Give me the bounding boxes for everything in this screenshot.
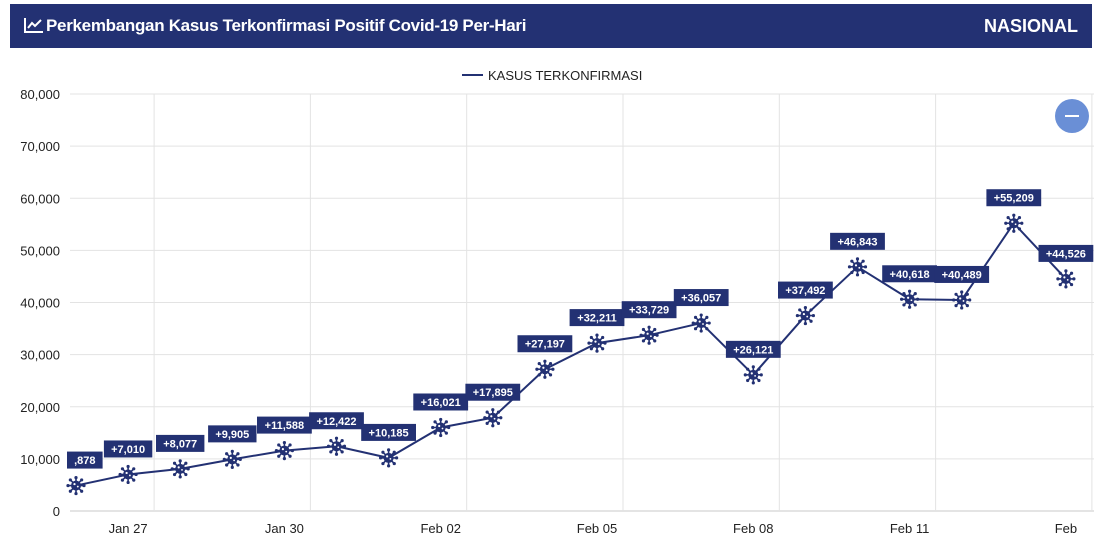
data-label-box bbox=[778, 281, 833, 299]
data-label: +8,077 bbox=[163, 438, 197, 450]
data-label: +55,209 bbox=[994, 193, 1034, 205]
data-label: +16,021 bbox=[421, 397, 461, 409]
data-label-box bbox=[517, 335, 573, 353]
line-chart-icon bbox=[24, 18, 43, 33]
data-label: +7,010 bbox=[111, 444, 145, 456]
y-tick-label: 0 bbox=[53, 504, 60, 519]
y-tick-label: 40,000 bbox=[20, 296, 60, 311]
virus-marker-icon[interactable] bbox=[326, 436, 347, 456]
data-label-box bbox=[986, 189, 1042, 207]
data-label: +12,422 bbox=[316, 416, 356, 428]
data-label-box bbox=[725, 340, 781, 358]
data-label-box bbox=[934, 265, 990, 283]
x-tick-label: Feb 05 bbox=[577, 521, 617, 536]
data-label-box bbox=[103, 440, 153, 458]
data-label-box bbox=[361, 423, 416, 441]
data-label: +27,197 bbox=[525, 339, 565, 351]
chart-header: Perkembangan Kasus Terkonfirmasi Positif… bbox=[10, 4, 1092, 48]
data-label: +33,729 bbox=[629, 305, 669, 317]
zoom-out-button[interactable] bbox=[1055, 99, 1089, 133]
y-tick-label: 50,000 bbox=[20, 243, 60, 258]
virus-marker-icon[interactable] bbox=[66, 475, 86, 496]
data-label: +10,185 bbox=[369, 427, 409, 439]
data-label-box bbox=[1038, 244, 1094, 262]
chart-title: Perkembangan Kasus Terkonfirmasi Positif… bbox=[46, 16, 527, 35]
x-tick-label: Feb 08 bbox=[733, 521, 773, 536]
data-label: ,878 bbox=[74, 455, 95, 467]
virus-marker-icon[interactable] bbox=[743, 365, 763, 385]
virus-marker-icon[interactable] bbox=[274, 440, 294, 461]
series-line bbox=[75, 221, 1067, 487]
virus-marker-icon[interactable] bbox=[1004, 213, 1024, 233]
data-label: +40,618 bbox=[890, 269, 930, 281]
data-label-box bbox=[569, 309, 625, 327]
data-label: +26,121 bbox=[733, 344, 773, 356]
data-label: +46,843 bbox=[837, 236, 877, 248]
virus-marker-icon[interactable] bbox=[691, 313, 711, 333]
virus-marker-icon[interactable] bbox=[900, 289, 920, 309]
legend-label: KASUS TERKONFIRMASI bbox=[488, 68, 642, 83]
data-label: +44,526 bbox=[1046, 248, 1086, 260]
virus-marker-icon[interactable] bbox=[222, 449, 242, 469]
y-tick-label: 60,000 bbox=[20, 191, 60, 206]
virus-marker-icon[interactable] bbox=[118, 464, 138, 485]
x-tick-label: Feb 02 bbox=[420, 521, 460, 536]
y-tick-label: 10,000 bbox=[20, 452, 60, 467]
virus-marker-icon[interactable] bbox=[483, 408, 503, 428]
virus-marker-icon[interactable] bbox=[587, 333, 607, 353]
region-label: NASIONAL bbox=[984, 16, 1078, 36]
data-label-box bbox=[413, 393, 469, 411]
data-label: +36,057 bbox=[681, 293, 721, 305]
virus-marker-icon[interactable] bbox=[1056, 269, 1076, 289]
data-label-box bbox=[309, 412, 364, 430]
virus-marker-icon[interactable] bbox=[535, 359, 555, 379]
data-label: +37,492 bbox=[785, 285, 825, 297]
x-tick-label: Jan 30 bbox=[265, 521, 304, 536]
data-label-box bbox=[882, 265, 937, 283]
virus-marker-icon[interactable] bbox=[639, 325, 659, 345]
data-label: +40,489 bbox=[942, 269, 982, 281]
virus-marker-icon[interactable] bbox=[431, 417, 451, 438]
data-label-box bbox=[465, 383, 521, 401]
data-label: +9,905 bbox=[215, 429, 249, 441]
data-label-box bbox=[208, 425, 257, 443]
x-tick-label: Jan 27 bbox=[109, 521, 148, 536]
y-tick-label: 80,000 bbox=[20, 87, 60, 102]
virus-marker-icon[interactable] bbox=[379, 448, 399, 468]
data-label: +11,588 bbox=[265, 420, 304, 432]
virus-marker-icon[interactable] bbox=[170, 459, 190, 479]
y-tick-label: 20,000 bbox=[20, 400, 60, 415]
data-label-box bbox=[257, 416, 312, 434]
virus-marker-icon[interactable] bbox=[847, 257, 868, 277]
data-label-box bbox=[156, 434, 205, 452]
data-label: +32,211 bbox=[577, 313, 616, 325]
data-label-box bbox=[67, 451, 103, 469]
minus-icon bbox=[1065, 115, 1079, 117]
data-label-box bbox=[673, 289, 729, 307]
y-tick-label: 70,000 bbox=[20, 139, 60, 154]
data-label-box bbox=[830, 232, 885, 250]
x-tick-label: Feb bbox=[1055, 521, 1077, 536]
x-tick-label: Feb 11 bbox=[890, 521, 930, 536]
data-label: +17,895 bbox=[473, 387, 513, 399]
virus-marker-icon[interactable] bbox=[795, 305, 816, 326]
data-label-box bbox=[621, 301, 677, 319]
virus-marker-icon[interactable] bbox=[952, 290, 972, 310]
y-tick-label: 30,000 bbox=[20, 348, 60, 363]
